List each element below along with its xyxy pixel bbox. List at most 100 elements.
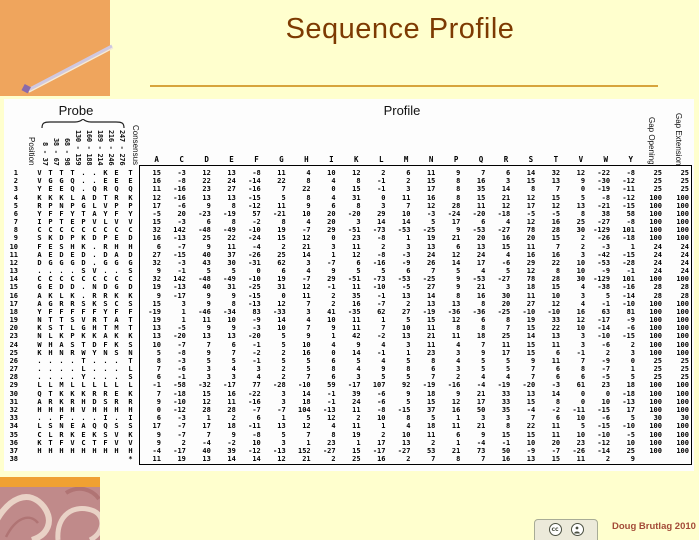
score-cell: 11 [426, 169, 436, 177]
gap-opening-cell: 100 [649, 324, 662, 333]
score-cells: -4 -17 40 39 -12 -13 152 -27 15 -17 -27 53 21 73 50 -9 -… [139, 447, 692, 455]
score-cell: 3 [281, 397, 286, 406]
position-column-label: Position [27, 136, 36, 165]
probe-residue: E [48, 185, 53, 194]
score-cell: 13 [426, 242, 436, 251]
score-cell: 8 [356, 201, 361, 210]
score-cell: 57 [252, 209, 261, 218]
score-cell: 8 [506, 422, 511, 431]
score-cell: -20 [248, 332, 261, 341]
gap-extension-cell: 100 [676, 389, 689, 398]
score-cell: 25 [277, 250, 286, 259]
score-cell: -17 [347, 381, 361, 390]
score-cell: 4 [256, 373, 261, 382]
score-cell: 28 [551, 275, 561, 284]
score-cell: 35 [352, 291, 361, 300]
probe-residue: H [37, 446, 42, 455]
score-cell: 9 [356, 340, 361, 349]
score-cell: -1 [327, 283, 336, 292]
probe-residue: F [114, 307, 119, 316]
score-cell: -2 [377, 332, 386, 341]
probe-residue: L [70, 193, 75, 202]
probe-residue: K [37, 193, 42, 202]
score-cell: 4 [381, 340, 386, 349]
score-cell: 6 [431, 365, 436, 374]
score-cell: 24 [476, 250, 486, 259]
score-cell: 10 [277, 324, 286, 333]
score-cell: 16 [551, 218, 561, 227]
score-cell: 4 [580, 299, 586, 308]
score-cell: 10 [302, 209, 311, 218]
probe-residue: H [114, 242, 119, 251]
score-cell: 13 [476, 242, 486, 251]
position-cell: 26 [9, 356, 18, 365]
score-cell: 13 [227, 169, 236, 177]
score-cell: 6 [406, 169, 411, 177]
probe-residue: Y [37, 185, 42, 194]
score-cell: -5 [402, 283, 411, 292]
profile-row: 2 V G G Q.. E E E 16 -8 22 24 -14 22 8 4 8 -1 2 15 8 16 3 15 13 9… [4, 177, 694, 185]
probe-residue: H [48, 340, 53, 349]
score-cell: -27 [597, 218, 611, 227]
score-cell: 7 [156, 365, 161, 374]
score-cells: 0 -12 28 28 -7 -7 104 -13 11 -8 -15 37 16 50 35 -4 -2 -11… [139, 406, 692, 414]
score-cell: -27 [497, 275, 511, 284]
score-cell: 12 [501, 201, 511, 210]
score-cell: 21 [476, 283, 486, 292]
probe-residue: T [59, 324, 64, 333]
profile-row: 20 K S T L G H T M T 13 -5 9 9 -3 10 7 9 11 7 10 11 8 8 7 15 22 10-… [4, 324, 694, 332]
gap-extension-cell: 28 [680, 283, 689, 292]
score-cell: 13 [202, 455, 211, 464]
score-cell: 13 [551, 332, 561, 341]
profile-row: 16 A K L K. R R K K 9 -17 9 9 -15 0 11 2 35 -1 13 14 8 16 30 11 1… [4, 292, 694, 300]
position-cell: 16 [9, 291, 18, 300]
score-cell: 10 [576, 324, 586, 333]
probe-residue: . [48, 414, 53, 423]
score-cell: 81 [626, 307, 635, 316]
score-cell: 15 [152, 299, 161, 308]
probe-residue: E [114, 234, 119, 243]
gap-opening-cell: 100 [649, 381, 662, 390]
score-cell: 5 [231, 356, 236, 365]
position-cell: 10 [9, 242, 18, 251]
score-cell: 142 [173, 275, 186, 284]
probe-residue: Y [81, 373, 86, 382]
score-cell: -1 [177, 267, 186, 276]
consensus-cell: K [128, 389, 133, 398]
score-cell: -15 [248, 291, 261, 300]
score-cell: -23 [198, 209, 211, 218]
score-cell: 15 [152, 218, 161, 227]
probe-residue: E [81, 430, 86, 439]
score-cell: 142 [173, 226, 186, 235]
consensus-cell: S [128, 340, 133, 349]
score-cell: -7 [302, 275, 311, 284]
probe-residue: . [81, 169, 86, 177]
probe-group-label: Probe [58, 103, 94, 118]
score-cell: -11 [248, 422, 261, 431]
probe-residue: K [70, 291, 75, 300]
score-cell: 11 [426, 340, 436, 349]
score-cell: 14 [526, 169, 536, 177]
probe-residue: D [70, 283, 75, 292]
probe-residue [89, 455, 100, 463]
probe-residue: D [92, 340, 97, 349]
score-cell: -10 [297, 381, 311, 390]
score-cell: 7 [580, 356, 586, 365]
score-cell: -15 [597, 405, 611, 414]
score-cell: 8 [481, 299, 486, 308]
score-cell: -10 [597, 430, 611, 439]
score-cell: 11 [152, 455, 161, 464]
score-cell: 6 [555, 365, 561, 374]
score-cell: -19 [422, 381, 436, 390]
position-cell: 3 [13, 185, 18, 194]
score-cells: 9 2 -4 -2 10 3 1 23 1 17 13 2 1 -4 -1 10 20 23 -12 10 100 100 [139, 439, 692, 447]
probe-residue: N [37, 316, 42, 325]
score-cell: 10 [576, 414, 586, 423]
probe-residue: A [114, 316, 119, 325]
profile-row: 19 N T T S V R T A T 19 1 11 10 -9 14 4 10 11 1 5 15 12 6 8 19 33 1… [4, 316, 694, 324]
gap-opening-cell: 24 [653, 267, 662, 276]
probe-residue: . [48, 373, 53, 382]
gap-extension-cell: 25 [680, 177, 689, 186]
